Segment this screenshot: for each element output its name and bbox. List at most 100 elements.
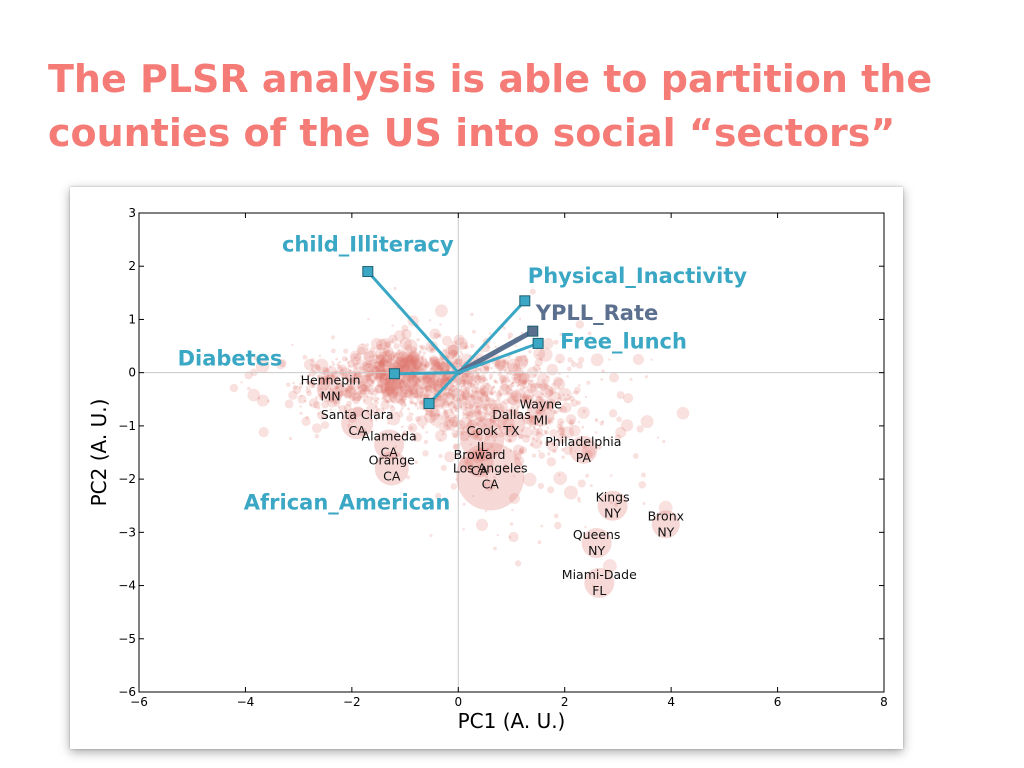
county-point (472, 329, 476, 334)
county-point (382, 367, 387, 371)
county-point (339, 366, 344, 371)
county-point (357, 386, 360, 390)
county-point (371, 381, 375, 384)
county-point (437, 362, 445, 371)
county-point (476, 409, 482, 415)
county-point (442, 400, 450, 408)
county-point (584, 449, 593, 458)
county-point (486, 447, 489, 451)
county-point (550, 409, 553, 412)
county-point (405, 344, 413, 352)
county-point (450, 387, 454, 390)
county-point (485, 408, 488, 412)
county-point (522, 379, 527, 384)
county-point (406, 375, 412, 381)
county-point (375, 376, 378, 379)
county-point (347, 423, 352, 428)
county-point (391, 324, 394, 327)
county-point (371, 337, 383, 350)
county-point (608, 358, 611, 361)
county-point (461, 375, 464, 379)
county-point (577, 406, 590, 419)
county-point (441, 372, 452, 382)
county-point (390, 404, 394, 408)
county-point (556, 433, 567, 444)
county-point (502, 380, 505, 383)
county-point (463, 384, 466, 387)
county-point (405, 386, 419, 400)
county-point (436, 378, 446, 389)
county-point (420, 391, 424, 394)
county-point (300, 394, 303, 398)
county-point (488, 332, 492, 335)
county-point (523, 379, 527, 383)
county-point (446, 378, 449, 382)
county-point (401, 377, 404, 381)
county-point (299, 382, 303, 386)
county-point (481, 426, 485, 430)
county-point (253, 355, 258, 361)
county-point (437, 403, 443, 410)
loading-labels: child_IlliteracyPhysical_InactivityYPLL_… (178, 233, 748, 515)
county-point (356, 392, 363, 400)
county-point (493, 403, 505, 415)
county-point (433, 369, 436, 372)
county-point (377, 371, 385, 380)
county-point (397, 411, 404, 418)
county-point (463, 459, 469, 465)
county-point (484, 396, 490, 402)
county-point (420, 354, 425, 359)
county-point (407, 381, 421, 395)
county-point (319, 391, 326, 398)
county-point (447, 352, 451, 355)
county-point (331, 360, 334, 364)
county-point (514, 355, 529, 370)
county-name-label: Alameda (362, 429, 417, 444)
county-point (459, 416, 473, 430)
county-point (371, 429, 374, 433)
county-point (522, 413, 534, 425)
county-point (457, 393, 466, 402)
county-point (374, 384, 385, 394)
y-tick-label: 1 (128, 312, 136, 326)
county-point (448, 401, 457, 411)
county-point (356, 384, 361, 389)
county-point (493, 359, 501, 368)
county-point (437, 365, 443, 371)
county-point (360, 380, 367, 387)
county-point (433, 358, 437, 362)
county-point (394, 390, 407, 404)
county-point (407, 379, 412, 384)
county-point (555, 353, 565, 364)
county-point (475, 406, 478, 410)
county-point (432, 393, 435, 396)
county-point (355, 395, 362, 402)
county-point (336, 362, 340, 366)
county-point (383, 398, 388, 403)
county-point (467, 378, 477, 388)
county-point (581, 444, 596, 459)
county-point (590, 353, 604, 367)
county-point (399, 410, 403, 413)
county-point (508, 379, 512, 383)
county-point (433, 372, 447, 387)
county-point (409, 351, 417, 359)
county-point (357, 389, 367, 399)
county-point (404, 353, 414, 362)
county-point (576, 400, 582, 406)
county-point (318, 375, 327, 385)
county-point (413, 393, 419, 398)
county-point (435, 492, 442, 499)
county-point (459, 430, 463, 434)
county-point (560, 407, 563, 410)
county-point (381, 394, 387, 400)
county-point (483, 424, 488, 428)
county-point (417, 392, 422, 398)
county-point (383, 367, 387, 371)
county-point (348, 393, 357, 401)
county-point (468, 418, 472, 423)
county-point (442, 348, 446, 352)
county-point (430, 367, 434, 371)
county-point (490, 414, 494, 418)
county-point (381, 389, 384, 392)
